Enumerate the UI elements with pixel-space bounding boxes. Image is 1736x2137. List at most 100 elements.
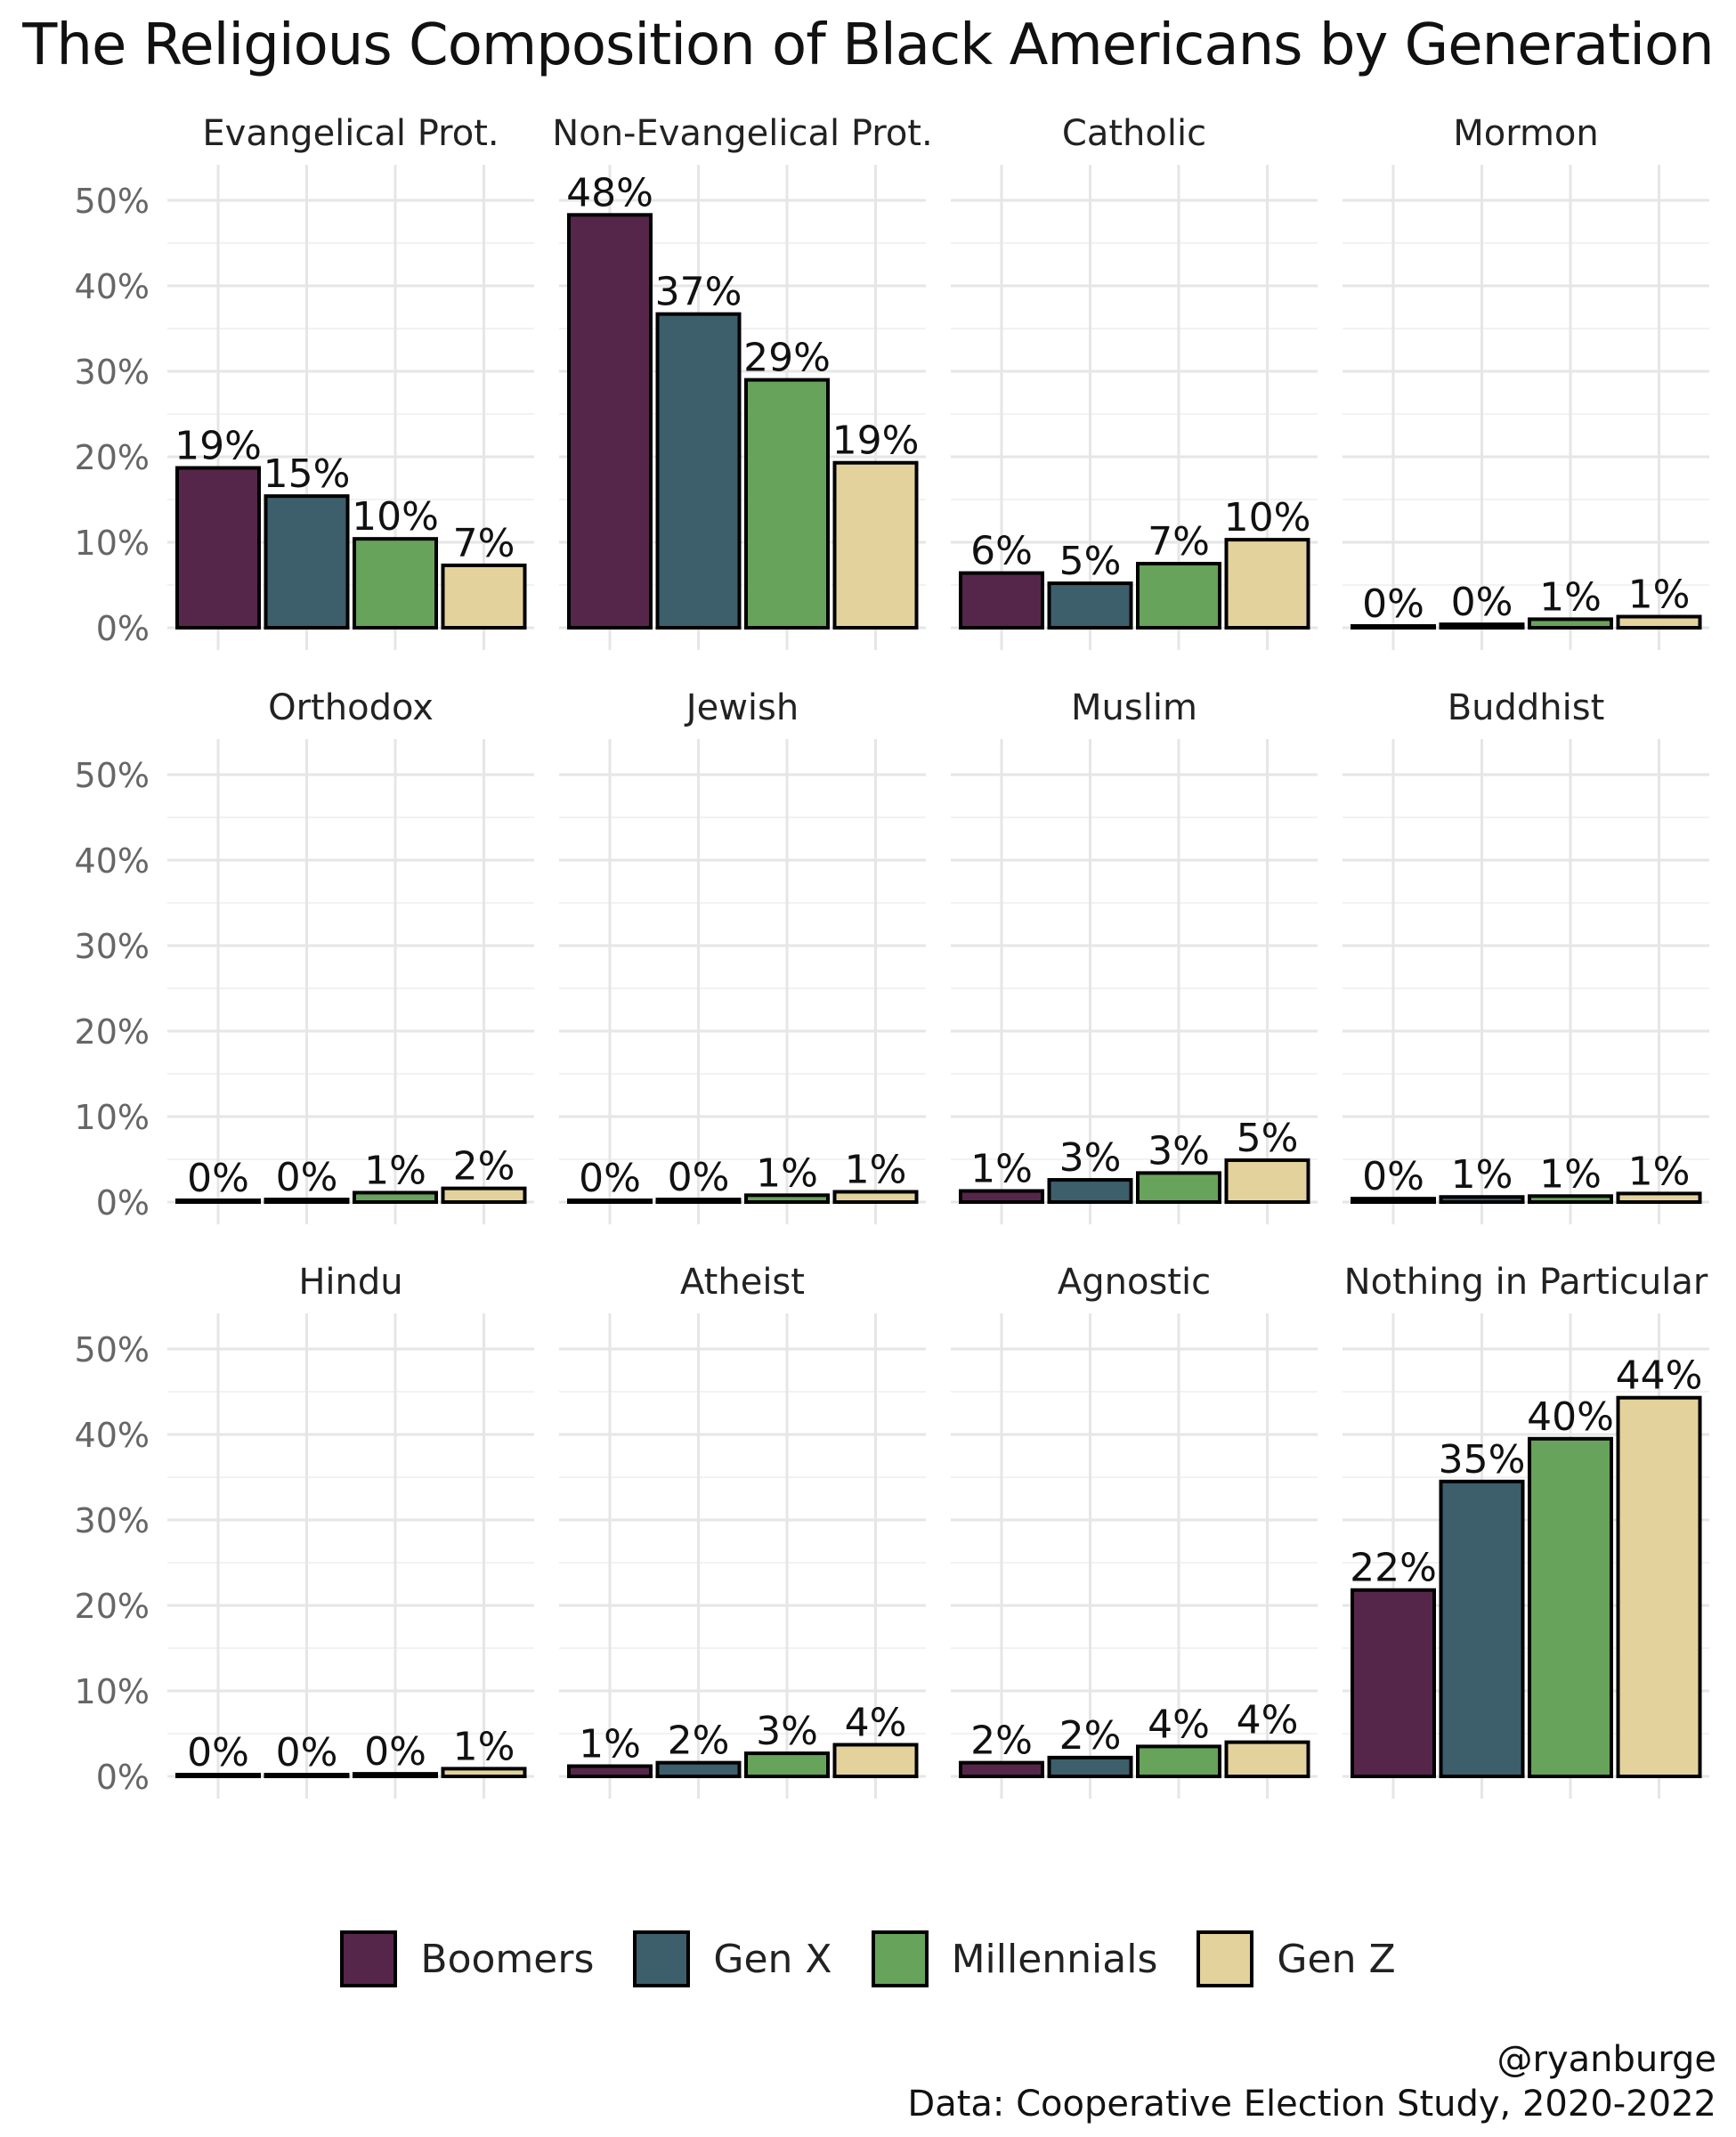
data-label: 0% [276,1730,338,1775]
caption-source: Data: Cooperative Election Study, 2020-2… [907,2084,1716,2125]
data-label: 2% [970,1719,1033,1764]
y-tick-label: 30% [75,353,150,392]
legend-item-millennials: Millennials [871,1930,1158,1987]
legend-label: Gen Z [1277,1936,1396,1982]
y-tick-label: 20% [75,438,150,477]
data-label: 1% [756,1150,818,1196]
data-label: 19% [832,418,920,464]
data-label: 6% [970,529,1033,574]
facet-title: Muslim [1071,687,1197,728]
y-tick-label: 50% [75,182,150,221]
data-label: 2% [453,1144,515,1190]
facet-evangelical-prot: Evangelical Prot. 0% 10% 20% 30% 40% 50% 19%15%… [75,113,534,650]
bar-boomers [175,1773,261,1778]
facet-title: Catholic [1062,113,1206,154]
bar-gen-z [1616,1395,1702,1778]
data-label: 1% [1628,573,1691,618]
data-label: 5% [1237,1116,1299,1161]
bar-boomers [959,1760,1044,1779]
data-label: 48% [566,170,653,215]
facet-title: Hindu [298,1262,402,1303]
legend-swatch [340,1930,398,1987]
y-tick-label: 20% [75,1012,150,1052]
facet-hindu: Hindu 0% 10% 20% 30% 40% 50% 0% 0% 0% 1% [75,1262,534,1799]
data-label: 10% [352,494,439,540]
bar-gen-z [1224,1158,1310,1204]
data-label: 1% [1451,1152,1513,1198]
bar-gen-z [832,460,919,630]
bar-gen-x [1047,1178,1133,1205]
data-label: 1% [970,1147,1033,1192]
bar-boomers [175,1199,261,1204]
legend-item-gen-z: Gen Z [1197,1930,1396,1987]
y-tick-label: 30% [75,1501,150,1540]
bar-gen-x [1047,1755,1133,1779]
bar-gen-z [441,1186,527,1205]
data-label: 10% [1224,495,1311,540]
facet-muslim: Muslim 1% 3% 3% 5% [951,687,1318,1224]
bar-gen-z [1224,1740,1310,1778]
caption: @ryanburge Data: Cooperative Election St… [907,2037,1716,2126]
chart-legend: Boomers Gen X Millennials Gen Z [0,1923,1736,1995]
y-tick-label: 50% [75,756,150,795]
facet-title: Buddhist [1448,687,1605,728]
bar-boomers [567,213,653,630]
data-label: 44% [1616,1353,1703,1399]
data-label: 15% [264,451,351,497]
y-tick-label: 40% [75,1416,150,1455]
y-tick-label: 40% [75,841,150,881]
bar-millennials [1136,1744,1221,1779]
data-label: 1% [1539,574,1602,620]
bar-gen-z [1616,614,1702,630]
data-label: 19% [174,423,262,468]
data-label: 22% [1350,1546,1437,1591]
data-label: 4% [1148,1702,1210,1747]
bar-millennials [1528,1194,1613,1205]
y-tick-label: 10% [75,1672,150,1711]
bar-gen-z [832,1190,919,1204]
y-tick-label: 0% [96,1183,150,1223]
y-tick-label: 40% [75,267,150,306]
bar-boomers [1351,1588,1436,1778]
data-label: 3% [1059,1135,1122,1181]
data-label: 0% [364,1729,426,1775]
bar-millennials [744,1193,830,1204]
data-label: 1% [579,1721,641,1767]
chart-title: The Religious Composition of Black Ameri… [22,12,1714,78]
bar-gen-x [655,1760,742,1779]
bar-boomers [567,1199,653,1204]
data-label: 1% [845,1147,907,1192]
data-label: 0% [1451,580,1513,625]
facet-title: Jewish [684,687,799,728]
facet-nothing-in-particular: Nothing in Particular 22% 35%40%44% [1343,1262,1709,1799]
bar-gen-x [655,312,742,630]
bar-gen-x [264,1198,350,1204]
legend-label: Millennials [951,1936,1158,1982]
data-label: 3% [1148,1128,1210,1174]
data-label: 35% [1439,1437,1526,1483]
legend-item-gen-x: Gen X [633,1930,832,1987]
y-tick-label: 0% [96,609,150,648]
bar-millennials [1528,1436,1613,1779]
data-label: 5% [1059,539,1122,584]
bar-gen-x [1439,622,1525,630]
facet-orthodox: Orthodox 0% 10% 20% 30% 40% 50% 0% 0% 1% 2% [75,687,534,1224]
facet-catholic: Catholic 6% 5% 7% 10% [951,113,1318,650]
legend-swatch [1197,1930,1254,1987]
bar-millennials [744,378,830,630]
data-label: 40% [1527,1394,1614,1440]
data-label: 4% [845,1700,907,1745]
bar-boomers [567,1764,653,1778]
legend-label: Boomers [420,1936,595,1982]
bar-gen-x [264,494,350,630]
bar-millennials [1528,617,1613,630]
facet-buddhist: Buddhist 0% 1% 1% 1% [1343,687,1709,1224]
facet-atheist: Atheist 1% 2% 3% 4% [559,1262,926,1799]
data-label: 2% [1059,1713,1122,1759]
facet-title: Nothing in Particular [1344,1262,1708,1303]
facet-jewish: Jewish 0% 0% 1% 1% [559,687,926,1224]
bar-boomers [1351,624,1436,630]
bar-millennials [353,1190,438,1204]
bar-boomers [959,1189,1044,1205]
